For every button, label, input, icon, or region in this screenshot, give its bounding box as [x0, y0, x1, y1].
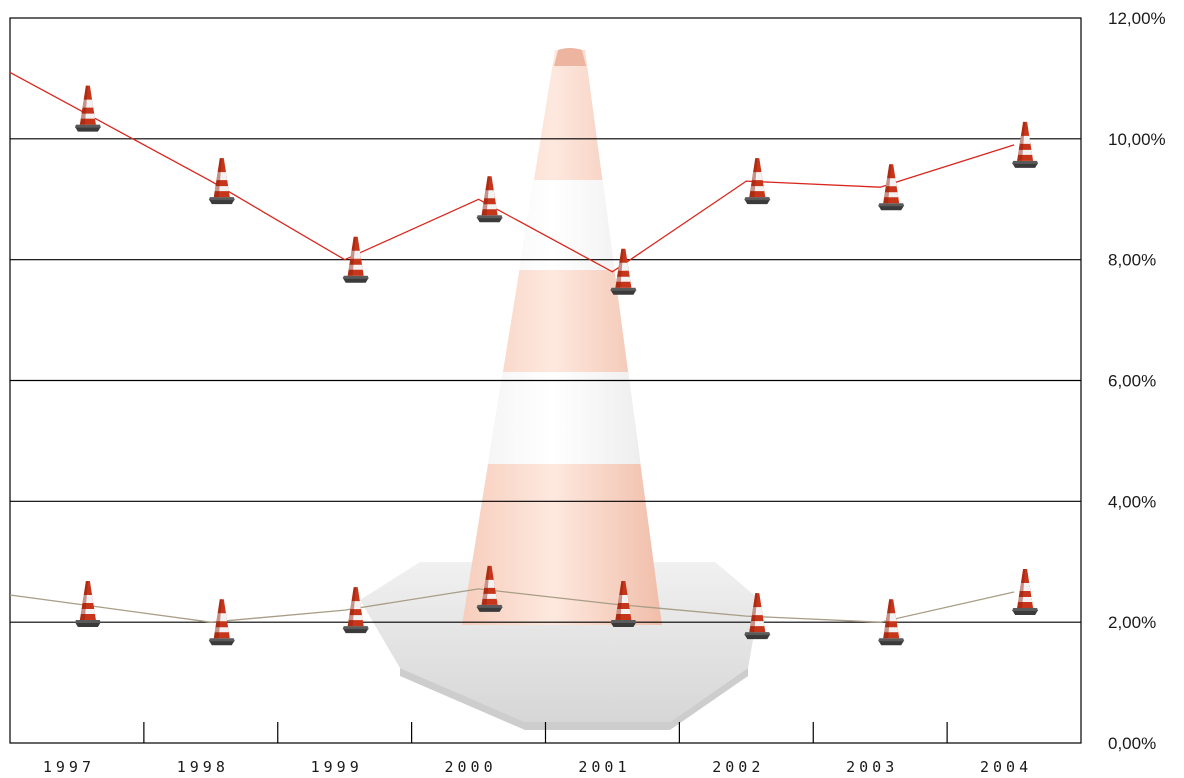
x-tick-label: 2002	[712, 758, 764, 776]
y-tick-label: 0,00%	[1108, 734, 1156, 753]
x-tick-label: 2003	[846, 758, 898, 776]
traffic-cone-icon	[878, 599, 905, 646]
x-tick-marks	[143, 722, 948, 743]
traffic-cone-icon	[744, 158, 771, 205]
x-tick-label: 1997	[43, 758, 95, 776]
traffic-cone-icon	[610, 581, 637, 627]
grid-lines	[10, 138, 1081, 623]
series-line-2	[9, 588, 1015, 623]
x-tick-label: 2004	[980, 758, 1032, 776]
traffic-cone-icon	[74, 581, 101, 627]
traffic-cone-icon	[744, 593, 771, 640]
cone-tip	[554, 48, 586, 66]
y-tick-label: 8,00%	[1108, 251, 1156, 270]
traffic-cone-icon	[476, 176, 503, 223]
cone-base	[360, 562, 760, 722]
series-line-1	[9, 71, 1015, 273]
traffic-cone-icon	[342, 236, 369, 283]
data-markers	[74, 85, 1039, 646]
traffic-cone-icon	[1012, 121, 1039, 168]
y-tick-label: 10,00%	[1108, 130, 1166, 149]
x-tick-label: 1998	[177, 758, 229, 776]
y-tick-label: 12,00%	[1108, 9, 1166, 28]
series-lines	[9, 71, 1015, 623]
x-tick-label: 2000	[445, 758, 497, 776]
y-tick-label: 4,00%	[1108, 492, 1156, 511]
traffic-cone-icon	[74, 85, 101, 132]
traffic-cone-icon	[610, 248, 637, 295]
x-tick-label: 2001	[578, 758, 630, 776]
traffic-cone-icon	[208, 158, 235, 205]
traffic-cone-icon	[476, 565, 503, 612]
traffic-cone-icon	[878, 164, 905, 211]
traffic-cone-icon	[1012, 569, 1039, 615]
x-axis-tick-labels: 1997 1998 1999 2000 2001 2002 2003 2004	[43, 758, 1032, 776]
background-cone-icon	[360, 48, 760, 730]
traffic-cone-icon	[342, 587, 369, 634]
x-tick-label: 1999	[311, 758, 363, 776]
y-tick-label: 6,00%	[1108, 372, 1156, 391]
traffic-cone-icon	[208, 599, 235, 646]
y-tick-label: 2,00%	[1108, 613, 1156, 632]
y-axis-tick-labels: 0,00% 2,00% 4,00% 6,00% 8,00% 10,00% 12,00%	[1108, 9, 1166, 753]
cone-base-shadow	[400, 668, 748, 730]
